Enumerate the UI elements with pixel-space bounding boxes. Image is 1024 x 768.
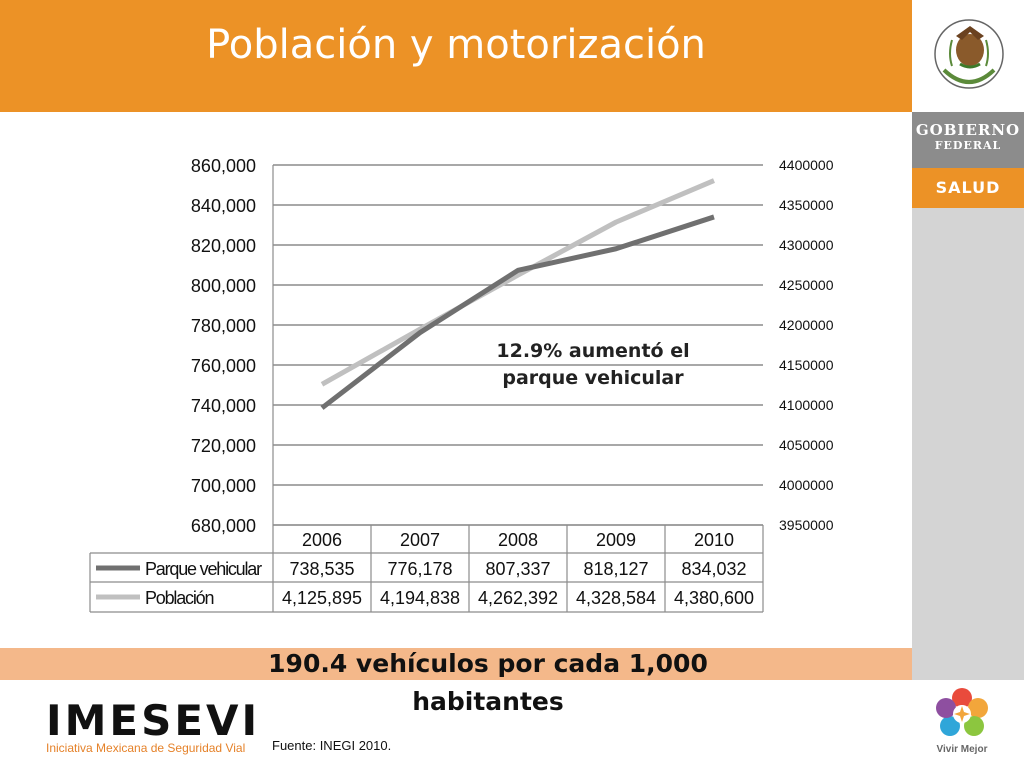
header-band [0,0,912,112]
gobierno-federal-label: GOBIERNO FEDERAL [912,112,1024,168]
y-left-tick-label: 840,000 [191,196,256,216]
y-left-tick-label: 820,000 [191,236,256,256]
data-value-label: 818,127 [583,559,648,579]
y-right-tick-label: 4400000 [779,157,834,173]
y-right-tick-label: 4200000 [779,317,834,333]
y-right-tick-label: 4250000 [779,277,834,293]
y-left-tick-label: 760,000 [191,356,256,376]
gobierno-line-1: GOBIERNO [915,121,1021,139]
vivir-mejor-label: Vivir Mejor [936,744,988,755]
category-label: 2008 [498,530,538,550]
bottom-statement: 190.4 vehículos por cada 1,000 habitante… [262,645,714,721]
legend-label: Población [145,588,213,608]
vivir-mejor-logo-icon [936,688,988,736]
data-value-label: 807,337 [485,559,550,579]
salud-label: SALUD [912,168,1024,208]
y-left-tick-label: 780,000 [191,316,256,336]
bottom-line-1: 190.4 vehículos por cada 1,000 [268,649,708,678]
data-value-label: 738,535 [289,559,354,579]
data-value-label: 4,194,838 [380,588,460,608]
series-line [320,214,715,410]
category-label: 2010 [694,530,734,550]
line-chart: 860,000 840,000 820,000 800,000 780,000 760,0… [89,156,834,613]
category-label: 2009 [596,530,636,550]
y-left-tick-label: 740,000 [191,396,256,416]
callout-line-1: 12.9% aumentó el [496,340,690,362]
y-left-tick-label: 860,000 [191,156,256,176]
page-title: Población y motorización [206,22,706,68]
data-value-label: 4,380,600 [674,588,754,608]
y-left-tick-label: 680,000 [191,516,256,536]
bottom-band [0,648,912,680]
source-note: Fuente: INEGI 2010. [272,738,392,753]
gobierno-line-2: FEDERAL [934,139,1002,152]
imesevi-logo: IMESEVI [46,696,261,745]
data-value-label: 4,328,584 [576,588,656,608]
mexican-seal-icon [934,19,1004,89]
y-left-tick-label: 720,000 [191,436,256,456]
series-line [320,178,715,387]
data-value-label: 4,262,392 [478,588,558,608]
y-right-tick-label: 4150000 [779,357,834,373]
chart-callout: 12.9% aumentó el parque vehicular [478,338,708,392]
y-right-tick-label: 4050000 [779,437,834,453]
y-right-tick-label: 3950000 [779,517,834,533]
y-right-tick-label: 4000000 [779,477,834,493]
y-right-tick-label: 4300000 [779,237,834,253]
y-left-tick-label: 700,000 [191,476,256,496]
y-right-tick-label: 4100000 [779,397,834,413]
category-label: 2007 [400,530,440,550]
data-value-label: 834,032 [681,559,746,579]
data-value-label: 776,178 [387,559,452,579]
data-value-label: 4,125,895 [282,588,362,608]
bottom-line-2: habitantes [412,687,564,716]
y-left-tick-label: 800,000 [191,276,256,296]
y-right-tick-label: 4350000 [779,197,834,213]
category-label: 2006 [302,530,342,550]
legend-label: Parque vehicular [145,559,262,579]
callout-line-2: parque vehicular [502,367,684,389]
imesevi-subtitle: Iniciativa Mexicana de Seguridad Vial [46,741,246,755]
